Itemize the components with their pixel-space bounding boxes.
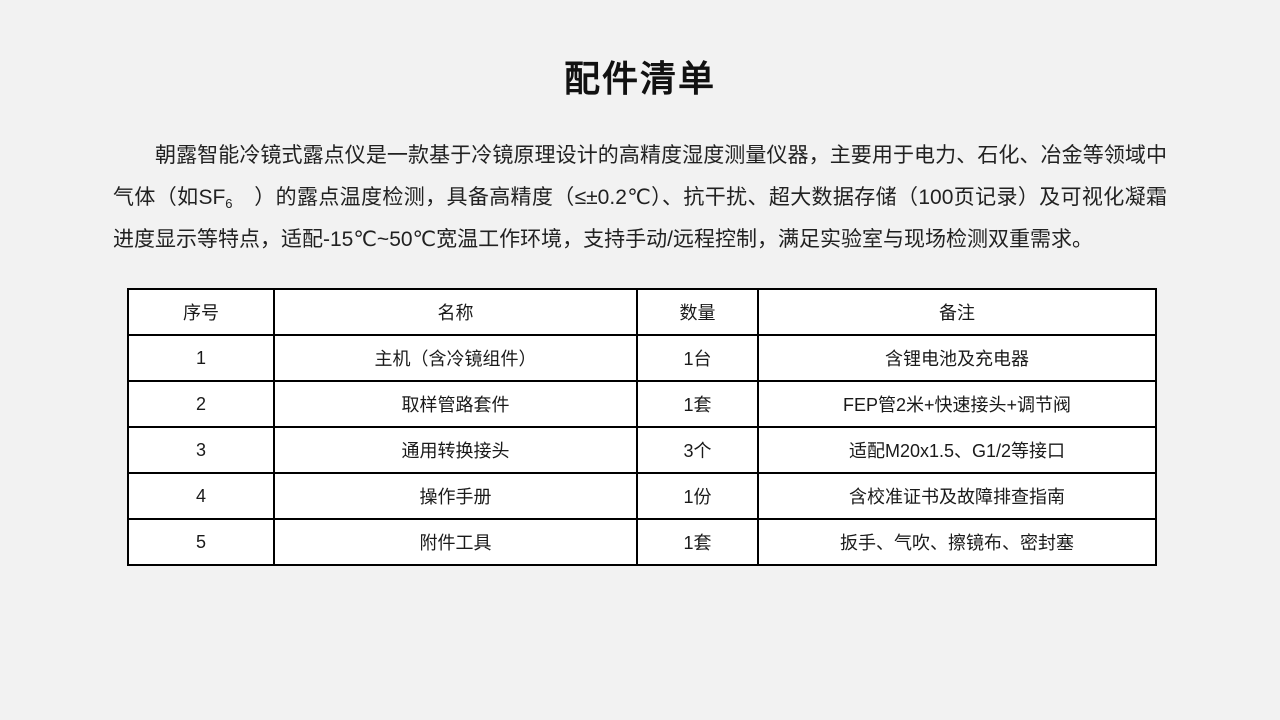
cell-quantity: 1台 (636, 334, 759, 382)
intro-text-part1: 朝露智能冷镜式露点仪是一款基于冷镜原理设计的高精度湿度测量仪器，主要用于电力、石… (113, 144, 1167, 209)
cell-name: 取样管路套件 (273, 380, 638, 428)
cell-serial: 2 (127, 380, 275, 428)
cell-name: 通用转换接头 (273, 426, 638, 474)
page-title: 配件清单 (563, 58, 716, 99)
cell-quantity: 1套 (636, 380, 759, 428)
cell-serial: 3 (127, 426, 275, 474)
cell-name: 主机（含冷镜组件） (273, 334, 638, 382)
cell-quantity: 1套 (636, 518, 759, 566)
sf6-subscript: 6 (225, 196, 233, 211)
cell-name: 附件工具 (273, 518, 638, 566)
parts-table: 序号 名称 数量 备注 1 主机（含冷镜组件） 1台 含锂电池及充电器 2 取样… (127, 288, 1157, 566)
cell-quantity: 3个 (636, 426, 759, 474)
header-quantity: 数量 (636, 288, 759, 336)
cell-serial: 4 (127, 472, 275, 520)
table-row: 3 通用转换接头 3个 适配M20x1.5、G1/2等接口 (127, 426, 1157, 474)
table-row: 5 附件工具 1套 扳手、气吹、擦镜布、密封塞 (127, 518, 1157, 566)
cell-remark: FEP管2米+快速接头+调节阀 (757, 380, 1157, 428)
cell-quantity: 1份 (636, 472, 759, 520)
cell-serial: 5 (127, 518, 275, 566)
cell-remark: 扳手、气吹、擦镜布、密封塞 (757, 518, 1157, 566)
header-name: 名称 (273, 288, 638, 336)
cell-remark: 含校准证书及故障排查指南 (757, 472, 1157, 520)
intro-paragraph: 朝露智能冷镜式露点仪是一款基于冷镜原理设计的高精度湿度测量仪器，主要用于电力、石… (113, 135, 1167, 261)
header-remark: 备注 (757, 288, 1157, 336)
intro-text-part2: ）的露点温度检测，具备高精度（≤±0.2℃）、抗干扰、超大数据存储（100页记录… (113, 186, 1167, 251)
header-serial-number: 序号 (127, 288, 275, 336)
cell-serial: 1 (127, 334, 275, 382)
table-row: 1 主机（含冷镜组件） 1台 含锂电池及充电器 (127, 334, 1157, 382)
cell-remark: 含锂电池及充电器 (757, 334, 1157, 382)
cell-remark: 适配M20x1.5、G1/2等接口 (757, 426, 1157, 474)
table-header-row: 序号 名称 数量 备注 (127, 288, 1157, 336)
table-row: 4 操作手册 1份 含校准证书及故障排查指南 (127, 472, 1157, 520)
table-row: 2 取样管路套件 1套 FEP管2米+快速接头+调节阀 (127, 380, 1157, 428)
cell-name: 操作手册 (273, 472, 638, 520)
